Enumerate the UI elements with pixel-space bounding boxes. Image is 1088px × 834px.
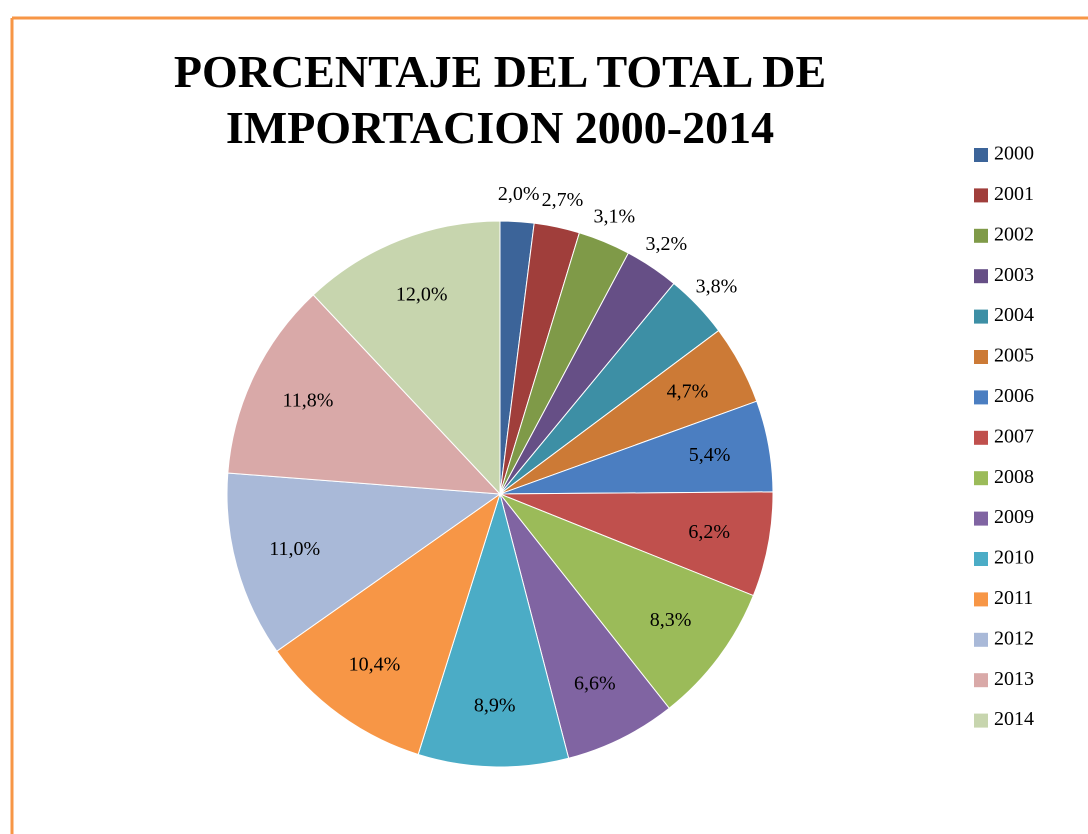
legend-label: 2007 <box>994 425 1034 447</box>
legend-label: 2011 <box>994 587 1033 609</box>
pie-slice <box>417 492 570 768</box>
legend-swatch <box>974 269 988 284</box>
data-label: 10,4% <box>349 654 401 676</box>
legend-swatch <box>974 148 988 162</box>
data-label: 8,9% <box>474 694 516 716</box>
data-label: 2,0% <box>498 183 540 205</box>
legend-label: 2012 <box>994 627 1034 649</box>
pie-slice <box>498 492 755 709</box>
legend-label: 2003 <box>994 264 1034 286</box>
data-label: 3,2% <box>646 233 688 255</box>
legend-swatch <box>974 592 988 607</box>
data-label: 11,8% <box>283 390 334 412</box>
data-label: 2,7% <box>542 189 584 211</box>
legend-swatch <box>974 632 988 647</box>
pie-slice <box>227 294 502 495</box>
data-label: 3,1% <box>593 205 635 227</box>
pie-slice <box>276 492 501 756</box>
data-label: 12,0% <box>396 284 448 306</box>
data-label: 11,0% <box>269 538 320 560</box>
legend-label: 2010 <box>994 547 1034 569</box>
data-label: 4,7% <box>667 381 709 403</box>
legend-swatch <box>974 471 988 486</box>
pie-slice <box>312 220 501 496</box>
legend-label: 2000 <box>994 143 1034 165</box>
data-label: 5,4% <box>689 444 731 466</box>
legend-swatch <box>974 309 988 324</box>
chart-title: PORCENTAJE DEL TOTAL DE IMPORTACION 2000… <box>173 46 827 153</box>
legend-label: 2014 <box>994 708 1034 730</box>
legend-swatch <box>974 350 988 364</box>
legend-label: 2009 <box>994 506 1034 528</box>
legend-swatch <box>974 673 988 688</box>
data-label: 3,8% <box>696 275 738 297</box>
legend-swatch <box>974 552 988 566</box>
legend-swatch <box>974 228 988 243</box>
legend-label: 2008 <box>994 466 1034 488</box>
legend-label: 2005 <box>994 345 1034 367</box>
legend-label: 2001 <box>994 183 1034 205</box>
legend-label: 2002 <box>994 223 1034 245</box>
legend-swatch <box>974 390 988 405</box>
legend-swatch <box>974 713 988 728</box>
data-label: 8,3% <box>650 609 692 631</box>
legend-swatch <box>974 511 988 526</box>
pie-slice <box>499 493 670 759</box>
data-label: 6,6% <box>574 672 616 694</box>
legend-swatch <box>974 188 988 203</box>
pie-slice <box>226 472 502 652</box>
legend-label: 2004 <box>994 304 1034 326</box>
legend-label: 2006 <box>994 385 1034 407</box>
legend-label: 2013 <box>994 668 1034 690</box>
data-label: 6,2% <box>688 521 730 543</box>
legend-swatch <box>974 430 988 445</box>
